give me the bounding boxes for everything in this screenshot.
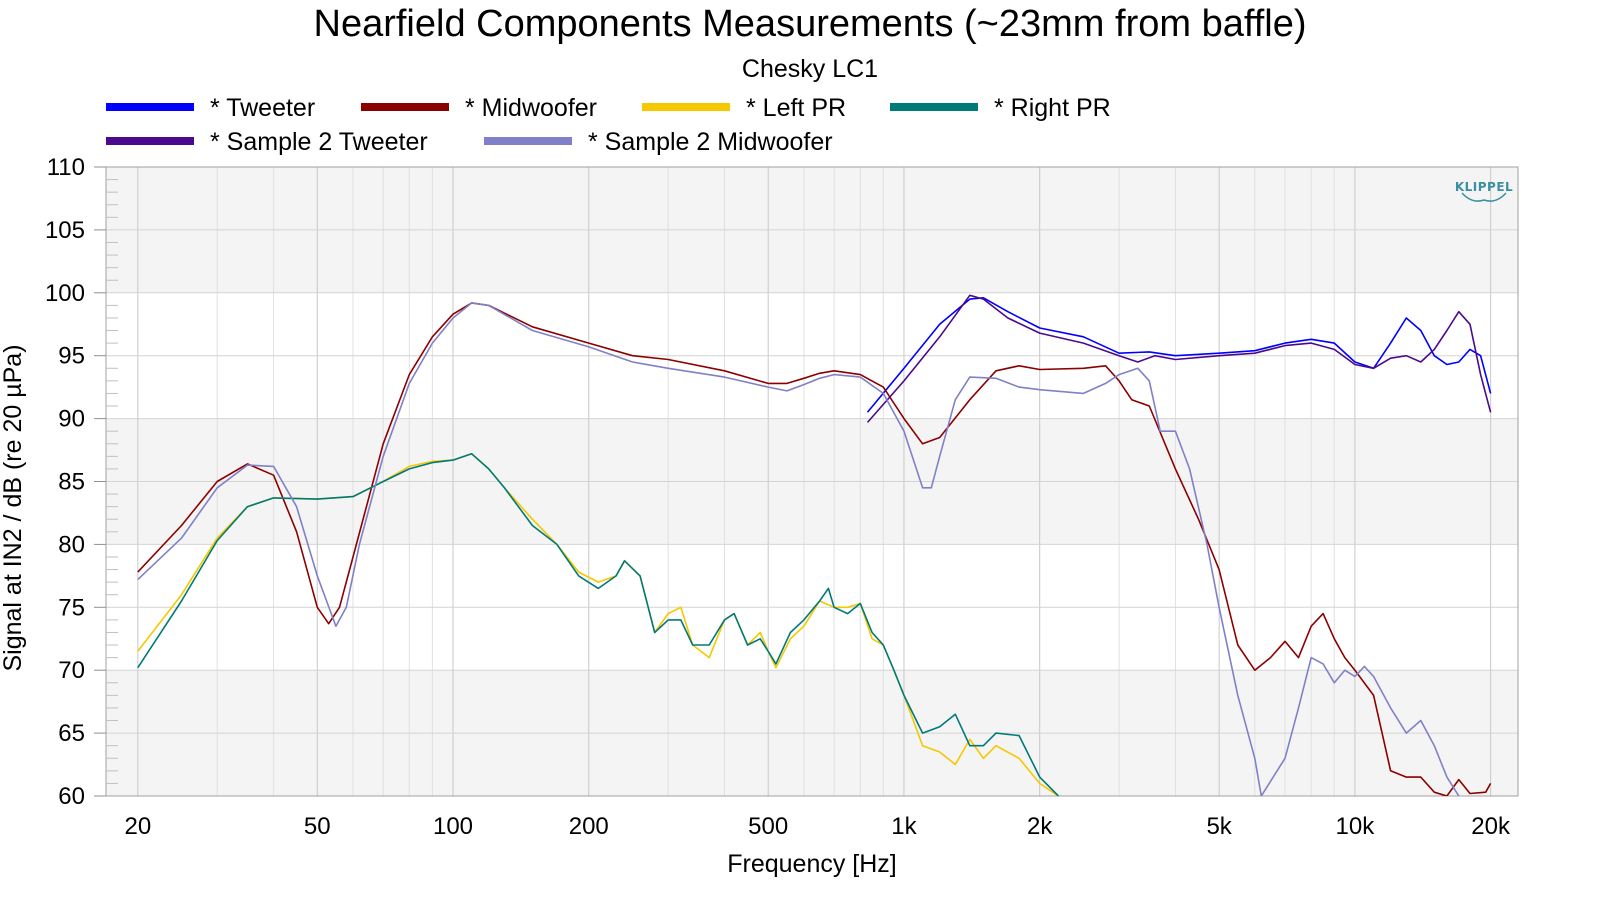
series-line-6 [137, 302, 1460, 796]
legend-swatch [484, 137, 572, 145]
legend-swatch [361, 103, 449, 111]
x-tick-label: 20 [124, 813, 151, 840]
y-tick-label: 85 [58, 469, 85, 496]
series-line-3 [137, 453, 1059, 796]
x-tick-label: 50 [304, 813, 331, 840]
x-tick-label: 1k [891, 813, 917, 840]
y-axis-ticks: 60 65 70 75 80 85 90 95 100 105 110 [45, 154, 118, 810]
x-tick-label: 10k [1336, 813, 1376, 840]
legend-label: * Sample 2 Midwoofer [588, 128, 833, 156]
series-lines [137, 294, 1492, 796]
legend-label: * Sample 2 Tweeter [210, 128, 428, 156]
y-tick-label: 105 [45, 217, 85, 244]
klippel-logo: KLIPPEL [1455, 180, 1513, 202]
y-tick-label: 60 [58, 783, 85, 810]
y-tick-label: 75 [58, 594, 85, 621]
y-tick-label: 70 [58, 657, 85, 684]
logo-text: KLIPPEL [1455, 180, 1513, 194]
x-axis-title: Frequency [Hz] [727, 850, 897, 878]
legend: * Tweeter * Midwoofer * Left PR * Right PR *… [106, 94, 1111, 156]
y-tick-label: 80 [58, 531, 85, 558]
y-tick-label: 95 [58, 343, 85, 370]
legend-swatch [106, 103, 194, 111]
chart-title: Nearfield Components Measurements (~23mm… [313, 3, 1307, 45]
chart-subtitle: Chesky LC1 [741, 55, 879, 83]
series-line-5 [866, 294, 1492, 423]
y-axis-title: Signal at IN2 / dB (re 20 µPa) [0, 344, 27, 671]
x-tick-label: 500 [748, 813, 788, 840]
y-tick-label: 100 [45, 280, 85, 307]
legend-swatch [642, 103, 730, 111]
series-line-4 [137, 453, 1059, 796]
y-tick-label: 90 [58, 406, 85, 433]
x-tick-label: 100 [433, 813, 473, 840]
plot-grid [106, 166, 1518, 797]
x-tick-label: 2k [1027, 813, 1053, 840]
series-line-2 [137, 302, 1492, 796]
legend-label: * Tweeter [210, 94, 315, 122]
legend-swatch [106, 137, 194, 145]
legend-swatch [890, 103, 978, 111]
y-tick-label: 110 [47, 154, 85, 181]
legend-label: * Right PR [994, 94, 1111, 122]
legend-label: * Left PR [746, 94, 846, 122]
x-tick-label: 5k [1206, 813, 1232, 840]
x-tick-label: 200 [569, 813, 609, 840]
legend-label: * Midwoofer [465, 94, 597, 122]
x-tick-label: 20k [1471, 813, 1511, 840]
x-axis-ticks: 20 50 100 200 500 1k 2k 5k 10k 20k [124, 813, 1510, 840]
y-tick-label: 65 [58, 720, 85, 747]
series-line-1 [866, 297, 1492, 413]
